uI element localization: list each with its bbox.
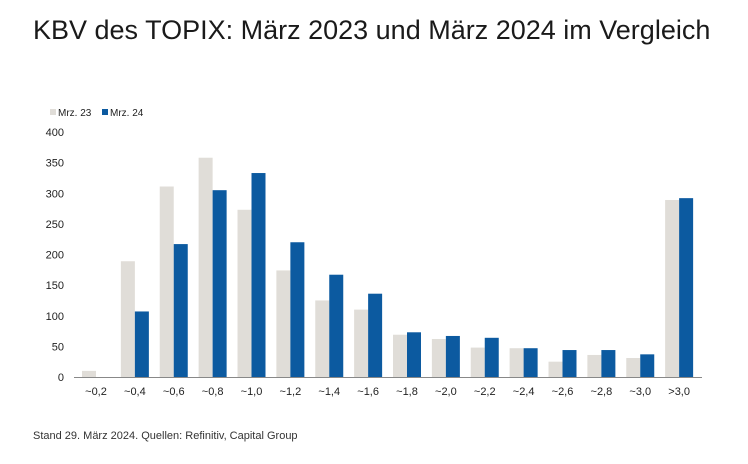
x-tick-label: ~3,0 (629, 386, 651, 398)
y-tick-label: 0 (58, 372, 64, 384)
x-tick-label: ~0,2 (85, 386, 107, 398)
bar-mrz24 (329, 274, 344, 377)
y-axis: 0 50 100 150 200 250 300 350 400 (46, 127, 64, 384)
bar-mrz24 (640, 354, 655, 377)
legend-swatch (50, 109, 56, 115)
y-tick-label: 200 (46, 250, 64, 262)
x-tick-label: ~1,6 (357, 386, 379, 398)
bar-mrz24 (212, 190, 227, 377)
x-tick-label: ~2,0 (435, 386, 457, 398)
bar-mrz23 (509, 348, 524, 377)
bar-mrz23 (354, 309, 369, 377)
y-tick-label: 350 (46, 158, 64, 170)
bar-mrz23 (82, 370, 96, 377)
bar-mrz23 (393, 334, 407, 377)
bar-chart: Mrz. 23 Mrz. 24 050100150200250300350400 … (46, 108, 702, 398)
bar-mrz24 (368, 293, 383, 377)
bar-mrz24 (290, 242, 305, 377)
x-tick-label: ~0,6 (163, 386, 185, 398)
legend-swatch (102, 109, 108, 115)
x-tick-label: ~0,4 (124, 386, 146, 398)
bar-mrz24 (407, 332, 421, 377)
bar-mrz24 (484, 337, 499, 377)
bar-mrz23 (431, 339, 446, 377)
legend: Mrz. 23 Mrz. 24 (50, 108, 144, 119)
bar-mrz24 (523, 348, 538, 377)
x-tick-label: ~2,4 (513, 386, 535, 398)
y-tick-label: 100 (46, 311, 64, 323)
y-tick-label: 250 (46, 219, 64, 231)
x-tick-label: ~1,0 (241, 386, 263, 398)
bar-mrz24 (445, 335, 460, 377)
bar-mrz23 (120, 261, 135, 377)
bar-mrz23 (626, 358, 641, 377)
y-tick-label: 300 (46, 188, 64, 200)
bar-mrz23 (159, 186, 174, 377)
bar-mrz24 (251, 173, 266, 377)
y-tick-label: 50 (52, 341, 64, 353)
bar-mrz23 (548, 361, 563, 377)
bar-mrz24 (601, 350, 616, 377)
bar-mrz24 (562, 350, 577, 377)
x-axis: ~0,2 ~0,4 ~0,6 ~0,8 ~1,0 ~1,2 ~1,4 ~1,6 ~1,8 ~2,0… (74, 377, 702, 398)
bar-mrz23 (315, 300, 330, 377)
source-note: Stand 29. März 2024. Quellen: Refinitiv,… (33, 430, 298, 442)
bar-mrz23 (665, 199, 680, 377)
bar-mrz23 (237, 209, 252, 377)
chart-container: Mrz. 23 Mrz. 24 0 50 100 150 200 250 300 350 400 … (0, 96, 748, 416)
bars (82, 157, 694, 377)
y-tick-label: 400 (46, 127, 64, 139)
bar-mrz24 (679, 198, 694, 377)
bar-mrz23 (470, 347, 485, 377)
bar-mrz24 (134, 311, 149, 377)
x-tick-label: ~2,6 (552, 386, 574, 398)
x-tick-label: ~2,8 (591, 386, 613, 398)
bar-mrz23 (587, 354, 602, 377)
legend-label: Mrz. 24 (110, 108, 144, 119)
y-tick-label: 150 (46, 280, 64, 292)
x-tick-label: ~2,2 (474, 386, 496, 398)
x-tick-label: ~0,8 (202, 386, 224, 398)
bar-mrz23 (198, 157, 213, 377)
x-tick-label: ~1,4 (318, 386, 340, 398)
bar-mrz23 (276, 270, 291, 377)
x-tick-label: >3,0 (668, 386, 690, 398)
x-tick-label: ~1,8 (396, 386, 418, 398)
legend-label: Mrz. 23 (58, 108, 92, 119)
bar-mrz24 (173, 244, 188, 377)
page-title: KBV des TOPIX: März 2023 und März 2024 i… (33, 15, 711, 45)
x-tick-label: ~1,2 (280, 386, 302, 398)
